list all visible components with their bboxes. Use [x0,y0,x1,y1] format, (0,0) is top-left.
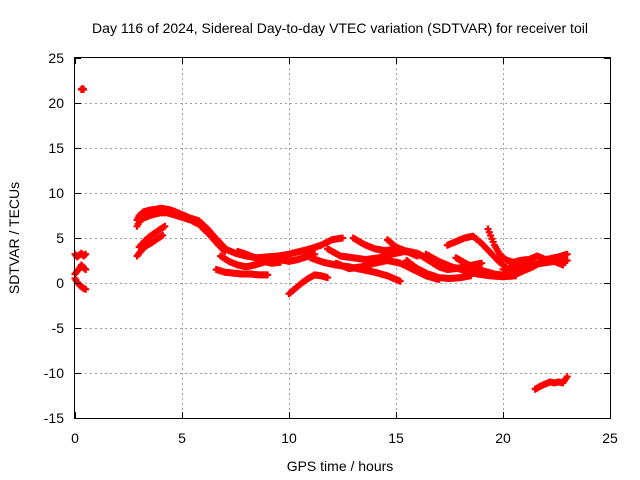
y-tick-label: 5 [56,230,64,246]
x-tick-label: 10 [281,430,297,446]
x-axis-label: GPS time / hours [287,458,394,474]
y-tick-label: 0 [56,275,64,291]
y-tick-label: -5 [52,320,65,336]
x-tick-label: 25 [602,430,618,446]
data-point [82,250,90,258]
y-tick-label: 10 [48,185,64,201]
data-point [159,231,167,239]
data-point [324,274,332,282]
data-point [396,277,404,285]
axis-ticks: 0 5 10 15 20 25 -15 -10 -5 0 5 10 15 20 25 [44,50,618,446]
data-point [276,258,284,266]
data-point [478,259,486,267]
data-point [80,86,88,93]
data-point [563,257,571,264]
data-point [339,234,346,242]
y-axis-label: SDTVAR / TECUs [6,182,22,294]
y-tick-label: 20 [48,95,64,111]
x-tick-label: 20 [495,430,511,446]
data-point [82,266,90,273]
data-point [161,222,169,230]
y-tick-label: 25 [48,50,64,66]
data-point [563,250,571,258]
x-tick-label: 15 [388,430,404,446]
data-point [559,261,567,269]
data-point [264,271,272,279]
plot-frame [74,57,611,419]
data-point [563,373,571,381]
chart-title: Day 116 of 2024, Sidereal Day-to-day VTE… [92,20,588,36]
y-tick-label: -10 [44,365,64,381]
x-tick-label: 5 [178,430,186,446]
y-tick-label: -15 [44,410,64,426]
grid [75,58,610,418]
data-marks [71,85,571,393]
data-point [82,285,90,293]
y-tick-label: 15 [48,140,64,156]
x-tick-label: 0 [71,430,79,446]
